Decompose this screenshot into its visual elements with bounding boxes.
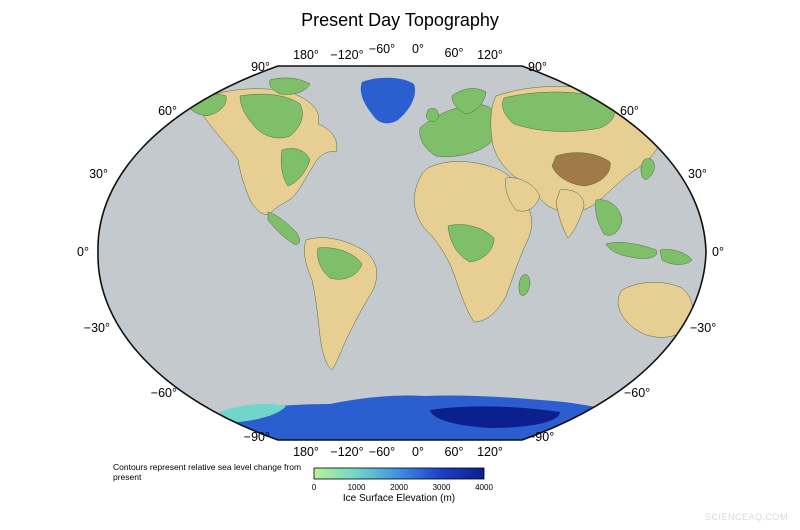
lat-label-right: −30° bbox=[690, 321, 716, 335]
lat-label-right: 30° bbox=[688, 167, 707, 181]
colorbar-tick: 1000 bbox=[348, 483, 366, 492]
lat-label-left: 0° bbox=[77, 245, 89, 259]
colorbar-tick: 0 bbox=[312, 483, 317, 492]
eastern-us-lowlands bbox=[281, 148, 311, 187]
lat-label-left: −90° bbox=[244, 430, 270, 444]
new-zealand bbox=[695, 336, 706, 354]
lat-label-right: 60° bbox=[620, 104, 639, 118]
central-america-landmass bbox=[267, 211, 300, 245]
scandinavia bbox=[451, 88, 487, 115]
north-america-landmass bbox=[199, 88, 338, 215]
indian-subcontinent bbox=[555, 189, 585, 239]
lon-label-bottom: −120° bbox=[330, 445, 363, 459]
lon-label-top: 180° bbox=[293, 48, 319, 62]
longitude-labels-bottom: 180° −120° −60° 0° 60° 120° bbox=[293, 445, 503, 459]
colorbar-tick: 2000 bbox=[390, 483, 408, 492]
lat-label-right: 90° bbox=[528, 60, 547, 74]
lon-label-bottom: 180° bbox=[293, 445, 319, 459]
east-antarctica-plateau bbox=[430, 406, 560, 428]
arctic-islands bbox=[269, 77, 311, 95]
colorbar-tick: 4000 bbox=[475, 483, 493, 492]
elevation-colorbar: 0 1000 2000 3000 4000 bbox=[312, 467, 494, 492]
colorbar-ticks: 0 1000 2000 3000 4000 bbox=[312, 483, 494, 492]
lon-label-top: 120° bbox=[477, 48, 503, 62]
lon-label-bottom: 60° bbox=[445, 445, 464, 459]
colorbar-tick: 3000 bbox=[433, 483, 451, 492]
southeast-asia bbox=[595, 199, 623, 236]
longitude-labels-top: 180° −120° −60° 0° 60° 120° bbox=[293, 42, 503, 62]
lon-label-top: −120° bbox=[330, 48, 363, 62]
new-guinea bbox=[659, 249, 693, 265]
lat-label-left: 90° bbox=[251, 60, 270, 74]
north-america-lowlands bbox=[239, 93, 303, 139]
lat-label-left: −60° bbox=[151, 386, 177, 400]
lat-label-left: 30° bbox=[89, 167, 108, 181]
lat-label-right: −90° bbox=[528, 430, 554, 444]
madagascar bbox=[518, 274, 531, 296]
central-africa-lowlands bbox=[447, 224, 495, 263]
lon-label-bottom: 120° bbox=[477, 445, 503, 459]
antarctic-peninsula bbox=[220, 404, 286, 422]
lon-label-bottom: 0° bbox=[412, 445, 424, 459]
lon-label-top: −60° bbox=[369, 42, 395, 56]
latitude-labels-right: 90° 60° 30° 0° −30° −60° −90° bbox=[528, 60, 724, 444]
colorbar-label: Ice Surface Elevation (m) bbox=[342, 493, 456, 504]
japan-islands bbox=[640, 158, 655, 180]
map-title: Present Day Topography bbox=[301, 10, 499, 30]
colorbar-gradient bbox=[313, 467, 485, 480]
siberia-lowlands bbox=[502, 91, 615, 132]
british-isles bbox=[425, 108, 439, 122]
lon-label-top: 60° bbox=[445, 46, 464, 60]
greenland-ice-sheet bbox=[360, 77, 416, 124]
latitude-labels-left: 90° 60° 30° 0° −30° −60° −90° bbox=[77, 60, 270, 444]
australia-landmass bbox=[617, 281, 694, 338]
lat-label-right: −60° bbox=[624, 386, 650, 400]
lon-label-top: 0° bbox=[412, 42, 424, 56]
lat-label-right: 0° bbox=[712, 245, 724, 259]
arabian-peninsula bbox=[505, 177, 541, 212]
watermark: SCIENCEAQ.COM bbox=[704, 512, 788, 522]
tibetan-plateau bbox=[551, 152, 611, 187]
lon-label-bottom: −60° bbox=[369, 445, 395, 459]
lat-label-left: −30° bbox=[84, 321, 110, 335]
indonesia-islands bbox=[605, 242, 658, 259]
map-border bbox=[97, 65, 707, 441]
contour-note: Contours represent relative sea level ch… bbox=[113, 462, 302, 482]
lat-label-left: 60° bbox=[158, 104, 177, 118]
amazon-basin bbox=[317, 247, 363, 280]
south-america-landmass bbox=[304, 237, 378, 371]
